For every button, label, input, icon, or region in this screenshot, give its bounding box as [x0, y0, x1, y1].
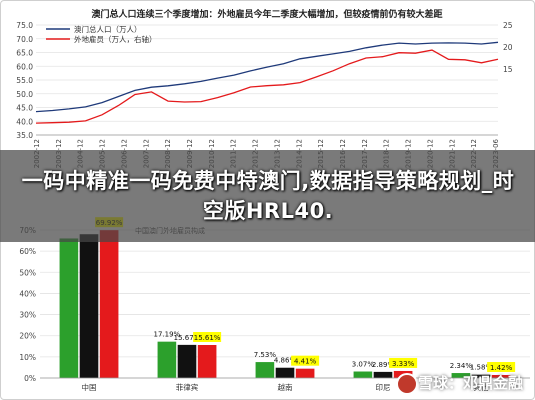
- y-left-tick-label: 60.0: [16, 62, 33, 71]
- bar: [197, 344, 217, 378]
- y-left-tick-label: 40.0: [16, 117, 33, 126]
- data-label: 3.33%: [392, 360, 415, 368]
- y-tick-label: 30%: [19, 311, 36, 320]
- data-label: 4.41%: [294, 358, 317, 366]
- bar: [451, 373, 471, 378]
- data-label: 17.19%: [154, 331, 181, 339]
- data-label-highlight: [487, 361, 516, 372]
- caption-band: [0, 150, 535, 242]
- category-label: 印尼: [376, 383, 391, 392]
- data-label: 7.53%: [254, 351, 277, 359]
- y-tick-label: 20%: [19, 332, 36, 341]
- data-label: 1.42%: [490, 364, 513, 372]
- bar: [491, 374, 511, 378]
- data-label: 15.61%: [194, 334, 221, 342]
- bar: [471, 374, 491, 378]
- y-left-tick-label: 70.0: [16, 35, 33, 44]
- data-label: 2.34%: [450, 362, 473, 370]
- y-tick-label: 60%: [19, 247, 36, 256]
- category-label: 越南: [278, 382, 293, 392]
- data-label: 4.86%: [274, 357, 297, 365]
- data-label-highlight: [291, 355, 320, 366]
- legend-label: 外地雇员（万人，右轴）: [74, 34, 157, 44]
- bar: [157, 341, 177, 378]
- caption-title: 一码中精准一码免费中特澳门,数据指导策略规划_时空版HRL40.: [21, 169, 515, 223]
- data-label: 1.58%: [470, 364, 493, 372]
- data-label: 2.89%: [372, 361, 395, 369]
- y-tick-label: 50%: [19, 268, 36, 277]
- y-left-tick-label: 55.0: [16, 76, 33, 85]
- data-label: 3.07%: [352, 361, 375, 369]
- category-label: 中国: [82, 382, 97, 392]
- y-tick-label: 0%: [24, 374, 36, 383]
- category-label: 其他: [474, 382, 489, 392]
- bar: [275, 367, 295, 378]
- category-label: 菲律宾: [176, 382, 199, 392]
- y-left-tick-label: 35.0: [16, 131, 33, 140]
- bar: [373, 371, 393, 378]
- y-left-tick-label: 45.0: [16, 104, 33, 113]
- y-tick-label: 10%: [19, 353, 36, 362]
- data-label: 15.67%: [174, 334, 201, 342]
- employee-bar-chart: 中国澳门外地雇员构成70%60%50%40%30%20%10%0%69.92%中…: [19, 217, 530, 392]
- bar: [295, 368, 315, 378]
- bar: [255, 362, 275, 378]
- bar: [177, 344, 197, 378]
- y-tick-label: 40%: [19, 289, 36, 298]
- bar: [59, 238, 79, 378]
- bar: [79, 234, 99, 378]
- population-series-line: [35, 41, 499, 113]
- y-right-tick-label: 20: [503, 43, 513, 52]
- line-chart-title: 澳门总人口连续三个季度增加：外地雇员今年二季度大幅增加，但较疫情前仍有较大差距: [91, 8, 442, 20]
- data-label-highlight: [193, 331, 222, 342]
- data-label-highlight: [389, 357, 418, 368]
- y-right-tick-label: 15: [503, 65, 513, 74]
- y-right-tick-label: 25: [503, 21, 513, 30]
- y-left-tick-label: 50.0: [16, 90, 33, 99]
- bar: [99, 230, 119, 378]
- watermark-text: 雪球：邓鼎金融: [418, 374, 524, 392]
- foreign-workers-series-line: [35, 49, 499, 124]
- bar: [353, 371, 373, 378]
- y-left-tick-label: 65.0: [16, 49, 33, 58]
- watermark-logo-icon: [396, 373, 418, 395]
- legend-label: 澳门总人口（万人）: [74, 24, 142, 34]
- y-left-tick-label: 75.0: [16, 21, 33, 30]
